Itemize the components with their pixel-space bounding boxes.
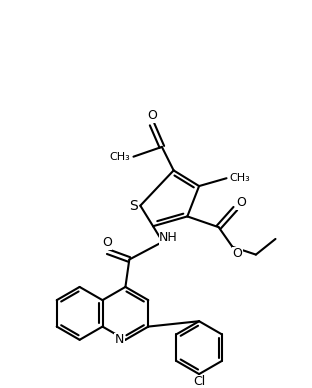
Text: N: N — [115, 333, 124, 346]
Text: CH₃: CH₃ — [110, 152, 130, 162]
Text: O: O — [236, 196, 246, 209]
Text: O: O — [102, 236, 112, 249]
Text: CH₃: CH₃ — [230, 173, 251, 183]
Text: O: O — [147, 109, 157, 122]
Text: Cl: Cl — [193, 376, 205, 388]
Text: S: S — [129, 199, 138, 213]
Text: NH: NH — [159, 232, 178, 244]
Text: O: O — [232, 247, 242, 260]
